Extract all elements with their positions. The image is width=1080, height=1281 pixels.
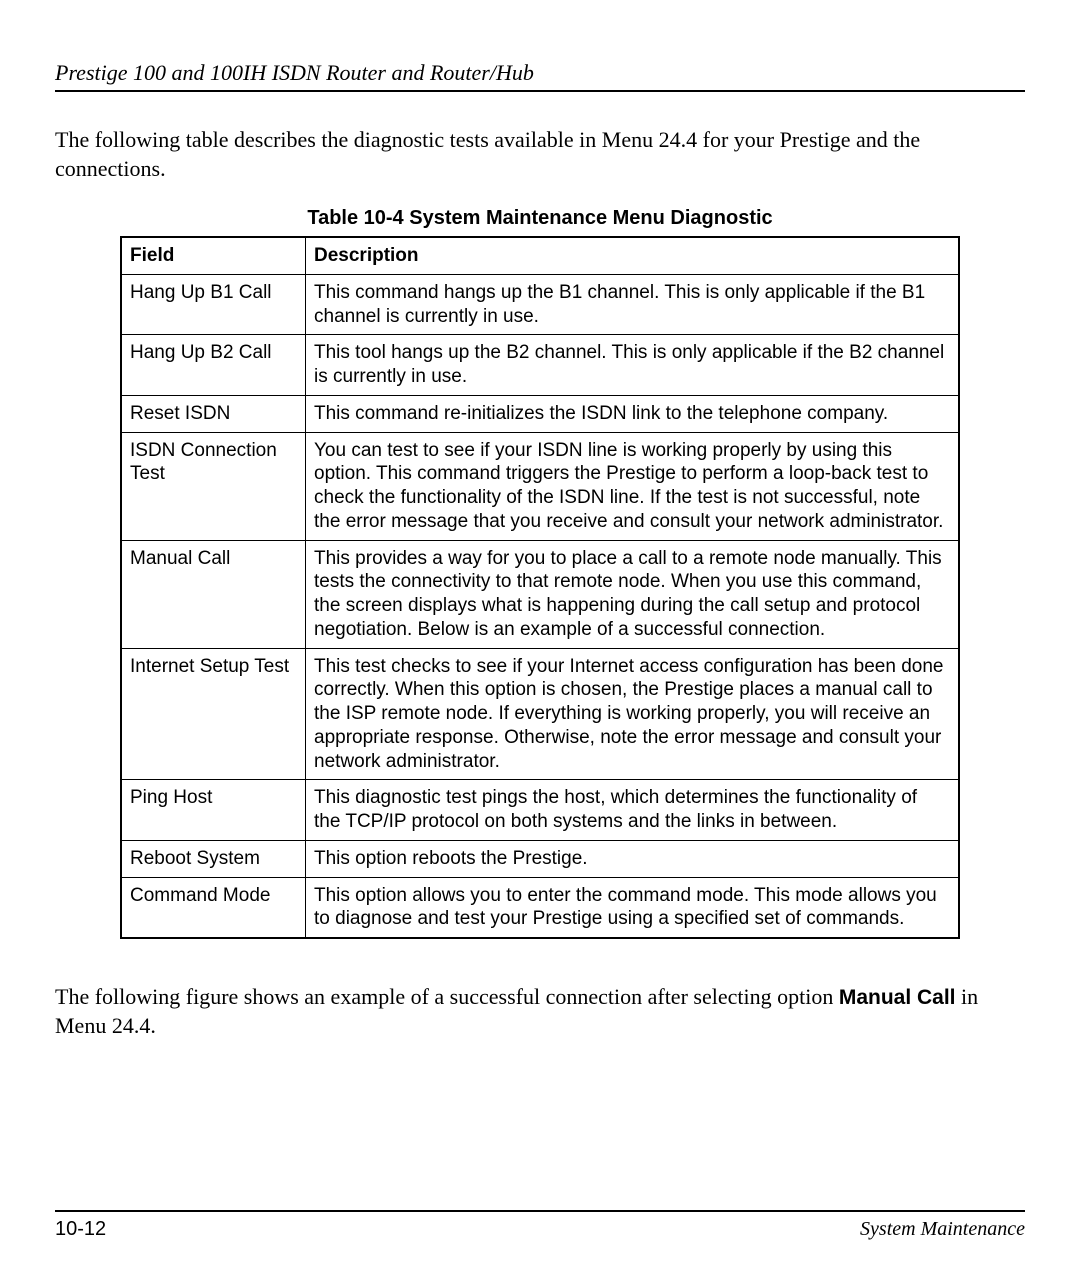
after-pre: The following figure shows an example of… — [55, 984, 839, 1009]
cell-description: This command re-initializes the ISDN lin… — [306, 395, 960, 432]
cell-description: This test checks to see if your Internet… — [306, 648, 960, 780]
footer-page-number: 10-12 — [55, 1218, 106, 1241]
cell-field: Reboot System — [121, 840, 306, 877]
cell-description: This tool hangs up the B2 channel. This … — [306, 335, 960, 396]
table-row: Ping Host This diagnostic test pings the… — [121, 780, 959, 841]
cell-description: You can test to see if your ISDN line is… — [306, 432, 960, 540]
table-caption: Table 10-4 System Maintenance Menu Diagn… — [55, 207, 1025, 230]
document-page: Prestige 100 and 100IH ISDN Router and R… — [0, 0, 1080, 1281]
table-row: Hang Up B2 Call This tool hangs up the B… — [121, 335, 959, 396]
cell-field: Hang Up B1 Call — [121, 274, 306, 335]
cell-description: This option allows you to enter the comm… — [306, 877, 960, 938]
table-header-row: Field Description — [121, 237, 959, 274]
cell-field: Ping Host — [121, 780, 306, 841]
footer-section: System Maintenance — [860, 1218, 1025, 1241]
page-footer: 10-12 System Maintenance — [55, 1210, 1025, 1241]
table-row: ISDN Connection Test You can test to see… — [121, 432, 959, 540]
cell-description: This option reboots the Prestige. — [306, 840, 960, 877]
table-row: Manual Call This provides a way for you … — [121, 540, 959, 648]
cell-description: This diagnostic test pings the host, whi… — [306, 780, 960, 841]
after-bold-manual-call: Manual Call — [839, 986, 956, 1009]
table-row: Command Mode This option allows you to e… — [121, 877, 959, 938]
cell-description: This command hangs up the B1 channel. Th… — [306, 274, 960, 335]
intro-paragraph: The following table describes the diagno… — [55, 126, 1025, 183]
cell-field: Hang Up B2 Call — [121, 335, 306, 396]
col-header-description: Description — [306, 237, 960, 274]
cell-field: Command Mode — [121, 877, 306, 938]
cell-field: Reset ISDN — [121, 395, 306, 432]
col-header-field: Field — [121, 237, 306, 274]
cell-field: Manual Call — [121, 540, 306, 648]
cell-field: Internet Setup Test — [121, 648, 306, 780]
page-header: Prestige 100 and 100IH ISDN Router and R… — [55, 60, 1025, 92]
header-title: Prestige 100 and 100IH ISDN Router and R… — [55, 60, 534, 85]
table-row: Hang Up B1 Call This command hangs up th… — [121, 274, 959, 335]
cell-field: ISDN Connection Test — [121, 432, 306, 540]
after-paragraph: The following figure shows an example of… — [55, 983, 1025, 1040]
cell-description: This provides a way for you to place a c… — [306, 540, 960, 648]
diagnostic-table: Field Description Hang Up B1 Call This c… — [120, 236, 960, 939]
table-row: Reboot System This option reboots the Pr… — [121, 840, 959, 877]
table-row: Reset ISDN This command re-initializes t… — [121, 395, 959, 432]
table-row: Internet Setup Test This test checks to … — [121, 648, 959, 780]
